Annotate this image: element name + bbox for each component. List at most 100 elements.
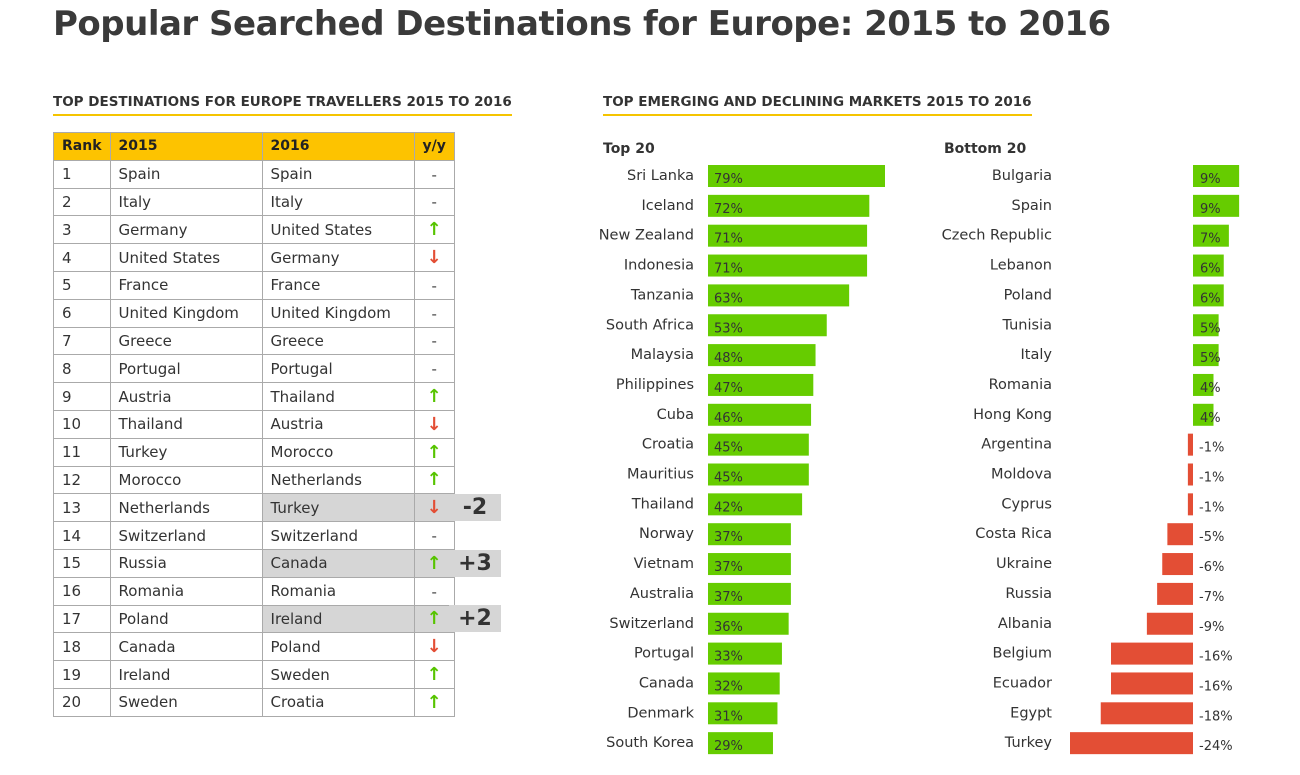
data-label: 36%: [714, 620, 743, 635]
destination-2015-cell: Greece: [109, 326, 263, 356]
table-header-row: Rank 2015 2016 y/y: [53, 132, 455, 161]
page-title: Popular Searched Destinations for Europe…: [53, 4, 1111, 44]
yy-change-cell: -: [413, 326, 455, 356]
category-label: Norway: [639, 526, 694, 542]
bar: [1193, 224, 1229, 247]
category-label: Portugal: [634, 646, 694, 662]
data-label: 37%: [714, 590, 743, 605]
destination-2015-cell: Russia: [109, 548, 263, 578]
destination-2015-cell: United States: [109, 243, 263, 272]
category-label: Cyprus: [1001, 496, 1052, 512]
data-label: -1%: [1199, 471, 1224, 486]
arrow-up-icon: ↑: [426, 219, 442, 241]
bar: [1167, 523, 1193, 546]
category-label: Costa Rica: [975, 526, 1052, 542]
yy-change-cell: ↑: [413, 437, 455, 467]
category-label: Cuba: [657, 407, 694, 423]
destination-2015-cell: Spain: [109, 159, 263, 189]
data-label: 45%: [714, 471, 743, 486]
data-label: -1%: [1199, 500, 1224, 515]
yy-change-cell: ↑: [413, 548, 455, 578]
table-row: 14 Switzerland Switzerland -: [53, 521, 455, 550]
bar: [708, 344, 816, 367]
category-label: Sri Lanka: [627, 168, 694, 184]
destination-2016-cell: Poland: [261, 632, 415, 662]
destination-2015-cell: Germany: [109, 215, 263, 245]
bar: [708, 433, 809, 456]
rank-cell: 15: [53, 548, 111, 578]
data-label: -5%: [1199, 530, 1224, 545]
table-row: 17 Poland Ireland ↑: [53, 604, 455, 634]
arrow-down-icon: ↓: [426, 636, 442, 658]
bar: [1111, 642, 1193, 665]
bar: [1187, 463, 1193, 486]
bar: [1193, 194, 1240, 217]
data-label: 33%: [714, 650, 743, 665]
yy-change-cell: ↓: [413, 243, 455, 272]
category-label: Ukraine: [996, 556, 1052, 572]
no-change-dash: -: [431, 527, 437, 546]
table-row: 16 Romania Romania -: [53, 576, 455, 606]
yy-change-cell: ↑: [413, 382, 455, 411]
category-label: Malaysia: [631, 347, 694, 363]
table-row: 1 Spain Spain -: [53, 159, 455, 189]
bar: [1111, 672, 1193, 695]
destination-2015-cell: Netherlands: [109, 493, 263, 523]
rank-cell: 1: [53, 159, 111, 189]
data-label: 48%: [714, 351, 743, 366]
destination-2015-cell: Portugal: [109, 354, 263, 384]
category-label: Albania: [998, 616, 1052, 632]
bar: [708, 314, 827, 337]
arrow-up-icon: ↑: [426, 469, 442, 491]
data-label: 37%: [714, 560, 743, 575]
bar: [1193, 284, 1224, 307]
data-label: 4%: [1200, 411, 1221, 426]
data-label: 72%: [714, 202, 743, 217]
category-label: Iceland: [642, 198, 694, 214]
bar: [708, 224, 868, 247]
data-label: 42%: [714, 500, 743, 515]
bar: [708, 194, 870, 217]
destination-2016-cell: Thailand: [261, 382, 415, 411]
destination-2016-cell: Netherlands: [261, 465, 415, 495]
bar: [1100, 702, 1193, 725]
destination-2016-cell: Morocco: [261, 437, 415, 467]
bar: [708, 463, 809, 486]
rank-cell: 14: [53, 521, 111, 550]
category-label: Moldova: [991, 467, 1052, 483]
category-label: Egypt: [1010, 705, 1052, 721]
no-change-dash: -: [431, 582, 437, 601]
bar: [1157, 582, 1193, 605]
data-label: -7%: [1199, 590, 1224, 605]
category-label: South Africa: [606, 317, 694, 333]
data-label: 29%: [714, 739, 743, 754]
arrow-up-icon: ↑: [426, 664, 442, 686]
bar: [1193, 254, 1224, 277]
destination-2015-cell: Sweden: [109, 687, 263, 717]
category-label: Russia: [1005, 586, 1052, 602]
bar: [1187, 433, 1193, 456]
category-label: Bulgaria: [992, 168, 1052, 184]
destination-2016-cell: Spain: [261, 159, 415, 189]
yy-change-cell: ↓: [413, 409, 455, 439]
data-label: -9%: [1199, 620, 1224, 635]
category-label: New Zealand: [599, 228, 694, 244]
rank-table: Rank 2015 2016 y/y 1 Spain Spain -2 Italy Ita…: [53, 132, 455, 717]
table-row: 6 United Kingdom United Kingdom -: [53, 298, 455, 328]
data-label: 9%: [1200, 202, 1221, 217]
bar: [708, 582, 791, 605]
rank-cell: 10: [53, 409, 111, 439]
no-change-dash: -: [431, 360, 437, 379]
data-label: 5%: [1200, 321, 1221, 336]
rank-cell: 18: [53, 632, 111, 662]
category-label: Philippines: [616, 377, 694, 393]
destination-2015-cell: Ireland: [109, 660, 263, 689]
bar: [1187, 493, 1193, 516]
destination-2015-cell: United Kingdom: [109, 298, 263, 328]
data-label: 71%: [714, 232, 743, 247]
category-label: Australia: [630, 586, 694, 602]
category-label: Turkey: [1004, 735, 1053, 751]
category-label: Lebanon: [990, 258, 1052, 274]
arrow-up-icon: ↑: [426, 608, 442, 630]
